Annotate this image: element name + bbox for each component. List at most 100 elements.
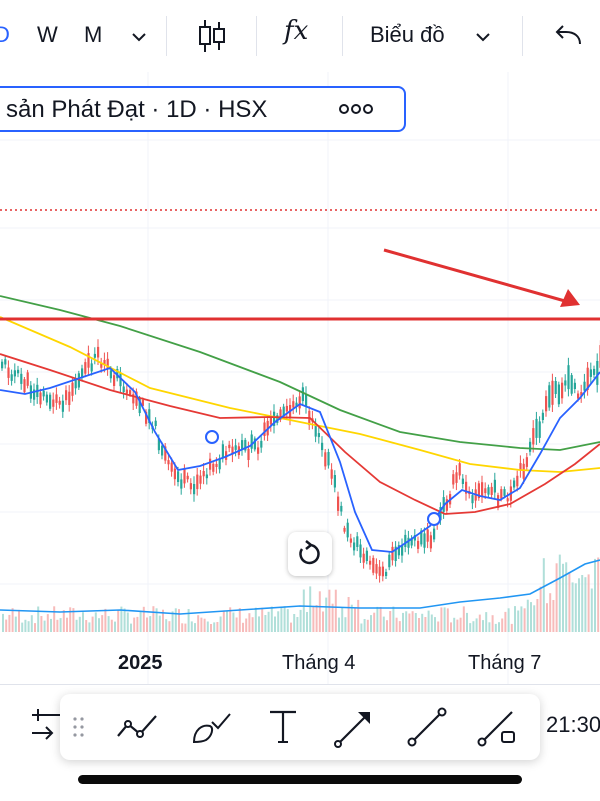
candle-body (221, 444, 224, 459)
candle-body (113, 375, 116, 386)
volume-bar (232, 612, 235, 632)
ma-yellow-line (0, 316, 600, 473)
candle-body (426, 529, 429, 542)
candle-body (135, 391, 138, 406)
candle-body (593, 368, 596, 375)
candle-body (433, 528, 436, 540)
date-range-icon[interactable] (28, 705, 64, 745)
arrow-tool-icon[interactable] (330, 702, 380, 752)
chart-pane[interactable] (0, 72, 600, 684)
candle-body (68, 391, 71, 405)
volume-bar (222, 610, 225, 632)
candle-body (586, 367, 589, 390)
candle-body (71, 382, 74, 396)
volume-bar (21, 622, 24, 632)
volume-bar (558, 554, 561, 632)
volume-bar (584, 577, 587, 632)
text-tool-icon[interactable] (258, 702, 308, 752)
symbol-legend-text: sản Phát Đạt · 1D · HSX (6, 96, 268, 123)
volume-bar (344, 617, 347, 632)
time-axis-label: 2025 (118, 652, 163, 674)
candle-body (506, 498, 509, 502)
volume-bar (139, 610, 142, 632)
volume-bar (280, 607, 283, 632)
candle-body (589, 369, 592, 377)
volume-bar (379, 607, 382, 632)
candle-body (545, 396, 548, 412)
candle-body (90, 363, 93, 372)
candle-body (17, 369, 20, 374)
candle-body (141, 400, 144, 406)
volume-bar (325, 597, 328, 632)
undo-icon[interactable] (552, 22, 584, 50)
candle-body (20, 373, 23, 384)
candle-body (541, 412, 544, 420)
candle-body (154, 420, 157, 426)
candle-body (461, 478, 464, 484)
home-indicator[interactable] (78, 775, 522, 784)
volume-bar (101, 615, 104, 632)
drag-handle-icon[interactable] (72, 716, 86, 738)
volume-bar (59, 618, 62, 632)
ray-tool-icon[interactable] (472, 702, 522, 752)
candle-body (241, 440, 244, 450)
volume-bar (264, 615, 267, 632)
indicators-fx-icon[interactable]: fx (284, 16, 308, 46)
volume-bar (126, 612, 129, 632)
volume-bar (296, 617, 299, 632)
brush-tool-icon[interactable] (186, 702, 236, 752)
candle-body (205, 474, 208, 479)
candle-body (333, 475, 336, 488)
interval-month-button[interactable]: M (84, 22, 103, 47)
candle-body (359, 544, 362, 558)
candle-body (484, 488, 487, 494)
candle-body (33, 389, 36, 400)
chart-type-button[interactable]: Biểu đồ (370, 22, 445, 47)
candle-body (394, 546, 397, 561)
volume-bar (331, 603, 334, 632)
candle-body (567, 365, 570, 390)
polyline-tool-icon[interactable] (112, 702, 162, 752)
symbol-legend[interactable]: sản Phát Đạt · 1D · HSX (0, 86, 406, 132)
volume-bar (286, 609, 289, 632)
volume-bar (578, 578, 580, 632)
candle-body (353, 542, 356, 551)
volume-bar (491, 615, 494, 632)
candles-icon[interactable] (196, 18, 228, 54)
candle-body (269, 417, 272, 425)
reset-icon (299, 540, 320, 565)
candle-body (324, 452, 327, 467)
volume-bar (62, 610, 65, 632)
volume-bar (206, 621, 209, 632)
more-options-icon[interactable] (336, 94, 376, 124)
candle-body (202, 471, 205, 477)
volume-bar (504, 611, 507, 632)
volume-bar (149, 616, 152, 632)
chevron-down-icon[interactable] (472, 26, 494, 48)
candle-body (167, 460, 170, 465)
candle-body (52, 399, 55, 407)
volume-bar (389, 611, 392, 632)
candle-body (369, 560, 372, 565)
volume-bar (469, 623, 472, 632)
candle-body (58, 400, 61, 405)
volume-bar (440, 607, 443, 632)
volume-bar (203, 618, 206, 632)
reset-chart-button[interactable] (288, 532, 332, 576)
candle-body (39, 392, 42, 405)
volume-bar (24, 619, 27, 632)
volume-bar (315, 605, 318, 632)
volume-bar (43, 620, 46, 632)
volume-bar (309, 586, 312, 632)
interval-week-button[interactable]: W (37, 22, 58, 47)
volume-bar (290, 622, 292, 632)
trend-line-tool-icon[interactable] (402, 702, 452, 752)
volume-bar (546, 603, 548, 632)
volume-bar (350, 604, 353, 632)
candle-body (55, 394, 58, 403)
interval-day-button[interactable]: D (0, 22, 10, 47)
volume-bar (85, 620, 88, 632)
volume-bar (328, 589, 331, 632)
chevron-down-icon[interactable] (128, 26, 150, 48)
candle-body (401, 545, 404, 556)
